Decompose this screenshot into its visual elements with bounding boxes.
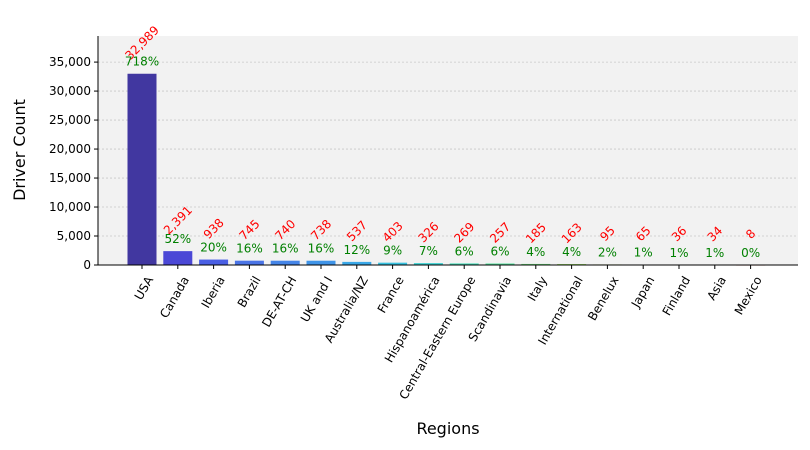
percent-label: 52%	[164, 232, 191, 246]
percent-label: 16%	[236, 242, 263, 256]
x-tick-label: France	[375, 274, 407, 316]
x-tick-label: Mexico	[732, 274, 765, 317]
y-tick-label: 30,000	[49, 84, 91, 98]
bar	[485, 263, 515, 265]
percent-label: 4%	[562, 245, 581, 259]
y-tick-label: 25,000	[49, 113, 91, 127]
x-tick-label: Brazil	[235, 274, 264, 310]
axes	[97, 36, 798, 266]
y-tick-label: 0	[83, 258, 91, 272]
y-tick-label: 15,000	[49, 171, 91, 185]
x-tick-label: Italy	[525, 274, 550, 304]
gridlines	[98, 61, 798, 237]
bar	[234, 260, 264, 265]
x-tick-label: Finland	[660, 274, 694, 318]
percent-label: 6%	[455, 244, 474, 258]
y-axis-title: Driver Count	[10, 99, 29, 201]
percent-label: 1%	[669, 246, 688, 260]
bar	[270, 260, 300, 265]
percent-label: 9%	[383, 244, 402, 258]
percent-label: 1%	[705, 246, 724, 260]
bar	[378, 262, 408, 265]
percent-label: 12%	[343, 243, 370, 257]
bar	[163, 251, 193, 265]
x-tick-label: Japan	[628, 274, 657, 311]
y-tick-label: 20,000	[49, 142, 91, 156]
x-tick-label: Benelux	[585, 274, 621, 323]
bar	[199, 259, 229, 265]
bar	[306, 260, 336, 265]
percent-labels: 718% 52% 20% 16% 16% 16% 12% 9% 7% 6% 6% 4% 4% 2% 1% 1%…	[125, 55, 760, 260]
x-tick-label: Iberia	[199, 274, 228, 311]
percent-label: 20%	[200, 241, 227, 255]
y-ticks: 0 5,000 10,000 15,000 20,000 25,000 30,000 35,0…	[49, 55, 98, 272]
bar	[342, 261, 372, 265]
x-tick-label: Canada	[157, 274, 192, 321]
percent-label: 16%	[308, 242, 335, 256]
percent-label: 7%	[419, 244, 438, 258]
x-axis-title: Regions	[416, 419, 479, 438]
bar	[413, 263, 443, 265]
bar	[521, 263, 551, 265]
bar	[127, 73, 157, 265]
x-tick-label: DE-AT-CH	[259, 274, 299, 330]
percent-label: 718%	[125, 55, 159, 69]
y-tick-label: 10,000	[49, 200, 91, 214]
percent-label: 16%	[272, 242, 299, 256]
x-tick-label: USA	[132, 273, 157, 302]
x-tick-label: Asia	[704, 274, 729, 303]
y-tick-label: 35,000	[49, 55, 91, 69]
percent-label: 1%	[634, 246, 653, 260]
percent-label: 2%	[598, 245, 617, 259]
y-tick-label: 5,000	[57, 229, 91, 243]
bar	[449, 263, 479, 265]
x-tick-label: UK and I	[298, 274, 335, 325]
percent-label: 6%	[490, 245, 509, 259]
plot-background	[98, 36, 798, 265]
percent-label: 0%	[741, 246, 760, 260]
bars	[127, 73, 766, 266]
percent-label: 4%	[526, 245, 545, 259]
